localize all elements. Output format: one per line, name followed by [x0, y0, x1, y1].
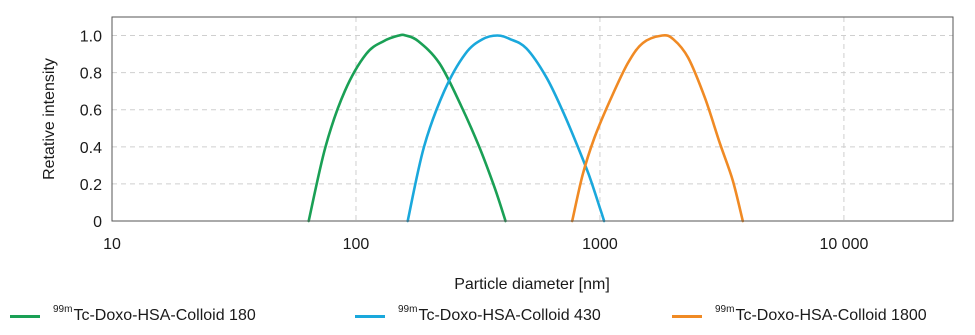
x-tick-label: 100 [343, 236, 370, 253]
chart: 10 100 1000 10 000 0 0.2 0.4 0.6 0.8 1.0 Particl… [41, 16, 954, 293]
y-tick-label: 0 [93, 214, 102, 231]
legend-isotope-1800: 99m [715, 303, 735, 315]
y-tick-label: 0.6 [80, 103, 102, 120]
legend-swatch-1800 [672, 314, 702, 318]
series-line-430 [406, 34, 606, 223]
legend-isotope-180: 99m [53, 303, 73, 315]
x-tick-label: 10 000 [819, 236, 868, 253]
legend-item-430: 99m Tc-Doxo-HSA-Colloid 430 [355, 303, 601, 325]
series-line-1800 [570, 34, 745, 223]
x-tick-label: 10 [103, 236, 121, 253]
series-line-180 [307, 33, 507, 223]
legend-isotope-430: 99m [398, 303, 418, 315]
y-tick-label: 0.4 [80, 140, 102, 157]
legend-label-430: Tc-Doxo-HSA-Colloid 430 [418, 307, 601, 324]
legend-swatch-430 [355, 314, 385, 318]
x-tick-labels: 10 100 1000 10 000 [103, 236, 868, 253]
y-tick-label: 1.0 [80, 29, 102, 46]
x-tick-label: 1000 [582, 236, 618, 253]
y-axis-label: Retative intensity [41, 58, 58, 180]
legend-label-180: Tc-Doxo-HSA-Colloid 180 [73, 307, 256, 324]
plot-area [112, 17, 953, 221]
plot-frame [111, 16, 954, 222]
series-lines [307, 33, 745, 223]
legend-label-1800: Tc-Doxo-HSA-Colloid 1800 [735, 307, 927, 324]
legend-item-1800: 99m Tc-Doxo-HSA-Colloid 1800 [672, 303, 927, 325]
y-tick-label: 0.8 [80, 66, 102, 83]
y-tick-labels: 0 0.2 0.4 0.6 0.8 1.0 [80, 29, 102, 231]
legend: 99m Tc-Doxo-HSA-Colloid 180 99m Tc-Doxo-… [0, 303, 975, 331]
y-tick-label: 0.2 [80, 177, 102, 194]
legend-swatch-180 [10, 314, 40, 318]
x-axis-label: Particle diameter [nm] [454, 276, 610, 293]
gridlines [112, 17, 953, 221]
legend-item-180: 99m Tc-Doxo-HSA-Colloid 180 [10, 303, 256, 325]
